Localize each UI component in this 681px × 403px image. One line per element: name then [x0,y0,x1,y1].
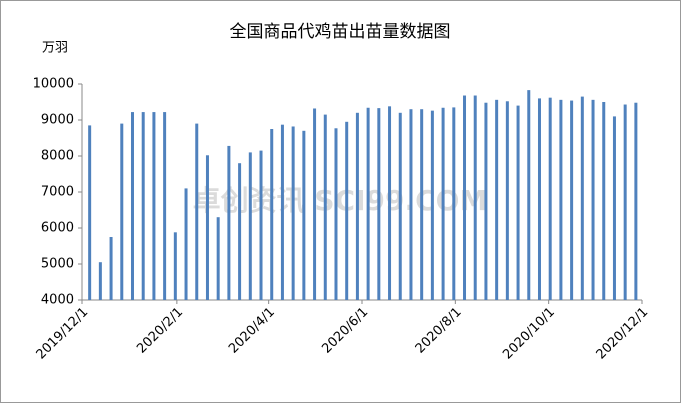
bar [184,188,188,300]
bar [398,112,402,300]
y-tick-label: 6000 [41,221,74,236]
y-tick-label: 9000 [41,113,74,128]
bar [259,150,263,300]
y-tick-label: 7000 [41,185,74,200]
bar [366,107,370,300]
y-axis-label: 万羽 [42,41,68,56]
y-tick-label: 10000 [33,77,74,92]
bar [334,128,338,300]
bar [623,104,627,301]
bar [130,112,134,300]
bar [152,112,156,300]
y-tick-label: 4000 [41,293,74,308]
bar [570,100,574,300]
bar [441,107,445,300]
bar [548,97,552,301]
bar [634,102,638,300]
bar [484,102,488,300]
bar [120,123,124,300]
watermark: 卓创资讯 SCI99.COM [193,184,488,217]
bar [238,163,242,300]
bar [452,107,456,301]
bar [527,90,531,301]
bar [141,112,145,300]
bar [409,109,413,300]
bar [612,116,616,301]
bar [216,217,220,300]
bar [195,123,199,300]
bar [227,145,231,300]
bar [495,99,499,300]
bar [559,99,563,300]
bar [355,112,359,300]
chart-title: 全国商品代鸡苗出苗量数据图 [230,22,451,42]
bar [345,121,349,300]
y-tick-label: 8000 [41,149,74,164]
bar [420,109,424,300]
bar [313,108,317,300]
bar [248,152,252,300]
bar [591,99,595,300]
bar [98,262,102,300]
bar [109,237,113,300]
y-tick-label: 5000 [41,257,74,272]
bar [205,155,209,300]
bar [473,95,477,301]
bar [291,126,295,300]
bar [302,130,306,300]
bar [280,124,284,301]
bar [537,98,541,301]
bar [377,108,381,301]
bar [505,101,509,300]
bar [430,110,434,300]
bar [516,105,520,300]
bar [270,129,274,300]
bar [463,95,467,301]
bar [323,114,327,300]
bar [163,112,167,300]
bar [388,106,392,300]
bar [602,102,606,300]
bar [173,232,177,300]
bar [88,125,92,301]
bar [580,96,584,300]
